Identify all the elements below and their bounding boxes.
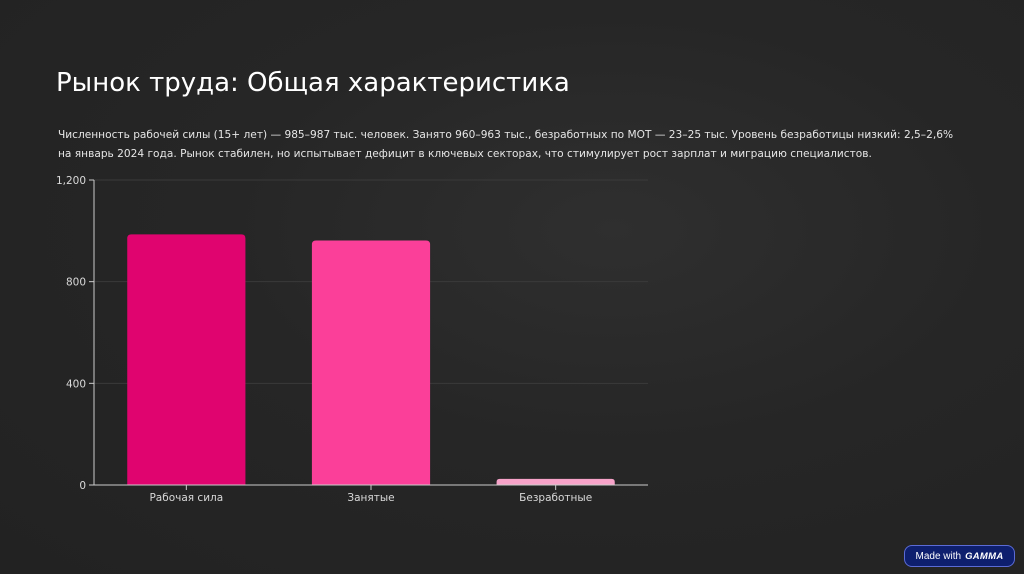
y-tick-label: 800 <box>66 277 86 289</box>
y-tick-label: 1,200 <box>56 175 86 187</box>
y-tick-label: 400 <box>66 378 86 390</box>
gamma-logo-icon: GAMMA <box>965 550 1004 562</box>
badge-prefix: Made with <box>915 550 962 562</box>
y-tick-label: 0 <box>79 480 86 492</box>
bar <box>496 478 615 485</box>
slide-title: Рынок труда: Общая характеристика <box>56 68 570 98</box>
slide-description: Численность рабочей силы (15+ лет) — 985… <box>58 129 954 160</box>
x-tick-label: Рабочая сила <box>149 492 223 504</box>
made-with-gamma-badge[interactable]: Made with GAMMA <box>904 545 1015 567</box>
bar <box>311 240 431 485</box>
bar <box>127 234 246 485</box>
x-tick-label: Безработные <box>519 492 592 504</box>
x-tick-label: Занятые <box>347 492 394 504</box>
